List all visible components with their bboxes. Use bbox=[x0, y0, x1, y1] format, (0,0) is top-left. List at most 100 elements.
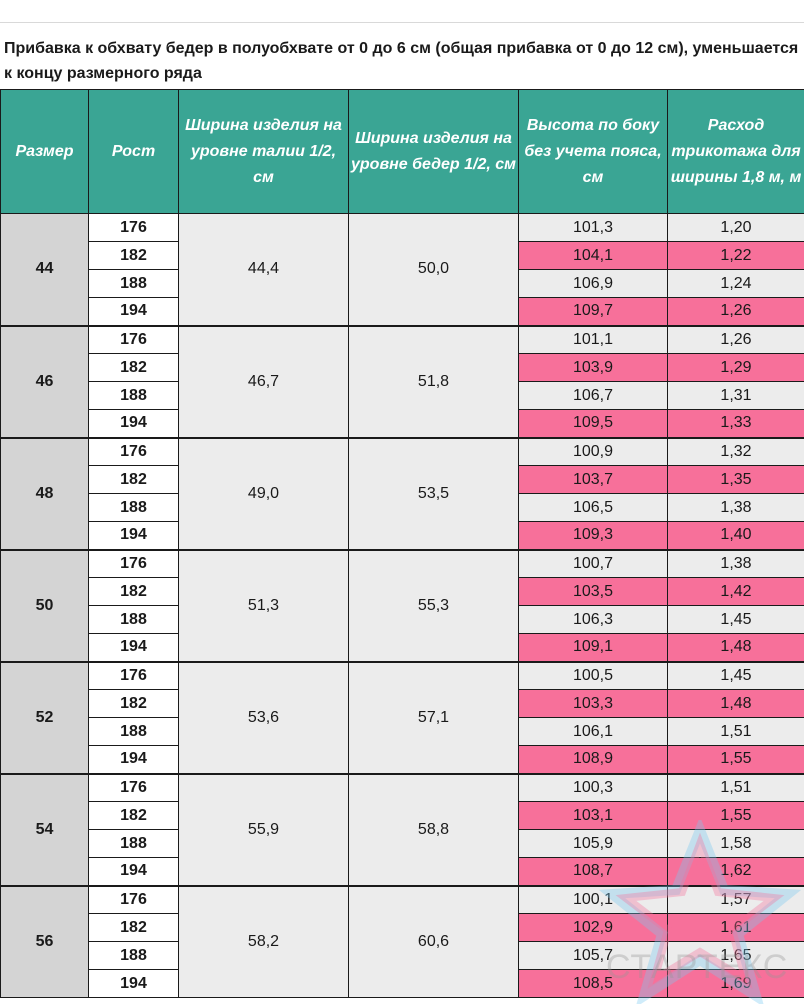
table-row: 50 176 51,3 55,3 100,7 1,38 bbox=[0, 548, 804, 662]
top-divider bbox=[0, 22, 804, 23]
height-cell: 188 bbox=[88, 829, 179, 858]
size-cell: 44 bbox=[0, 213, 89, 326]
fabric-consumption-cell: 1,48 bbox=[667, 633, 804, 662]
fabric-consumption-cell: 1,69 bbox=[667, 969, 804, 998]
side-length-cell: 100,9 bbox=[518, 436, 668, 466]
header-hip-width: Ширина изделия на уровне бедер 1/2, см bbox=[348, 89, 519, 214]
fabric-consumption-cell: 1,20 bbox=[667, 213, 804, 242]
fabric-consumption-cell: 1,51 bbox=[667, 717, 804, 746]
fabric-consumption-cell: 1,40 bbox=[667, 521, 804, 550]
side-length-cell: 100,1 bbox=[518, 884, 668, 914]
side-length-cell: 106,3 bbox=[518, 605, 668, 634]
side-length-cell: 100,3 bbox=[518, 772, 668, 802]
side-length-cell: 103,5 bbox=[518, 577, 668, 606]
size-cell: 54 bbox=[0, 772, 89, 886]
table-row: 188 106,7 1,31 bbox=[1, 381, 804, 410]
side-length-cell: 109,1 bbox=[518, 633, 668, 662]
height-cell: 176 bbox=[88, 660, 179, 690]
fabric-consumption-cell: 1,45 bbox=[667, 605, 804, 634]
height-cell: 188 bbox=[88, 941, 179, 970]
fabric-consumption-cell: 1,62 bbox=[667, 857, 804, 886]
fabric-consumption-cell: 1,22 bbox=[667, 241, 804, 270]
side-length-cell: 108,9 bbox=[518, 745, 668, 774]
height-cell: 188 bbox=[88, 717, 179, 746]
fabric-consumption-cell: 1,26 bbox=[667, 324, 804, 354]
side-length-cell: 106,5 bbox=[518, 493, 668, 522]
side-length-cell: 103,3 bbox=[518, 689, 668, 718]
side-length-cell: 109,5 bbox=[518, 409, 668, 438]
height-cell: 194 bbox=[88, 521, 179, 550]
height-cell: 194 bbox=[88, 297, 179, 326]
table-row: 194 109,7 1,26 bbox=[1, 297, 804, 326]
height-cell: 182 bbox=[88, 241, 179, 270]
waist-width-cell: 46,7 bbox=[178, 324, 349, 438]
header-size: Размер bbox=[0, 89, 89, 214]
table-row: 48 176 49,0 53,5 100,9 1,32 bbox=[0, 436, 804, 550]
hip-width-cell: 58,8 bbox=[348, 772, 519, 886]
table-row: 44 176 44,4 50,0 101,3 1,20 bbox=[0, 213, 804, 326]
fabric-consumption-cell: 1,32 bbox=[667, 436, 804, 466]
side-length-cell: 108,5 bbox=[518, 969, 668, 998]
table-row: 46 176 46,7 51,8 101,1 1,26 bbox=[0, 324, 804, 438]
hip-width-cell: 57,1 bbox=[348, 660, 519, 774]
table-row: 182 103,7 1,35 bbox=[1, 465, 804, 494]
height-cell: 176 bbox=[88, 884, 179, 914]
table-row: 182 103,1 1,55 bbox=[1, 801, 804, 830]
size-cell: 52 bbox=[0, 660, 89, 774]
fabric-consumption-cell: 1,29 bbox=[667, 353, 804, 382]
size-cell: 50 bbox=[0, 548, 89, 662]
height-cell: 182 bbox=[88, 577, 179, 606]
fabric-consumption-cell: 1,38 bbox=[667, 493, 804, 522]
size-chart-table: Размер Рост Ширина изделия на уровне тал… bbox=[0, 89, 804, 998]
side-length-cell: 103,1 bbox=[518, 801, 668, 830]
fabric-consumption-cell: 1,51 bbox=[667, 772, 804, 802]
waist-width-cell: 55,9 bbox=[178, 772, 349, 886]
side-length-cell: 106,7 bbox=[518, 381, 668, 410]
table-row: 188 106,1 1,51 bbox=[1, 717, 804, 746]
fabric-consumption-cell: 1,58 bbox=[667, 829, 804, 858]
hip-width-cell: 60,6 bbox=[348, 884, 519, 998]
table-row: 182 103,9 1,29 bbox=[1, 353, 804, 382]
fabric-consumption-cell: 1,24 bbox=[667, 269, 804, 298]
side-length-cell: 106,1 bbox=[518, 717, 668, 746]
height-cell: 182 bbox=[88, 913, 179, 942]
side-length-cell: 109,7 bbox=[518, 297, 668, 326]
waist-width-cell: 49,0 bbox=[178, 436, 349, 550]
table-row: 182 103,5 1,42 bbox=[1, 577, 804, 606]
side-length-cell: 105,9 bbox=[518, 829, 668, 858]
header-fabric-consumption: Расход трикотажа для ширины 1,8 м, м bbox=[667, 89, 804, 214]
side-length-cell: 108,7 bbox=[518, 857, 668, 886]
table-row: 182 104,1 1,22 bbox=[1, 241, 804, 270]
side-length-cell: 103,9 bbox=[518, 353, 668, 382]
height-cell: 176 bbox=[88, 772, 179, 802]
side-length-cell: 104,1 bbox=[518, 241, 668, 270]
table-row: 56 176 58,2 60,6 100,1 1,57 bbox=[0, 884, 804, 998]
table-row: 52 176 53,6 57,1 100,5 1,45 bbox=[0, 660, 804, 774]
fabric-consumption-cell: 1,55 bbox=[667, 745, 804, 774]
height-cell: 188 bbox=[88, 493, 179, 522]
height-cell: 182 bbox=[88, 353, 179, 382]
fabric-consumption-cell: 1,26 bbox=[667, 297, 804, 326]
height-cell: 194 bbox=[88, 633, 179, 662]
hip-width-cell: 51,8 bbox=[348, 324, 519, 438]
waist-width-cell: 53,6 bbox=[178, 660, 349, 774]
fabric-consumption-cell: 1,31 bbox=[667, 381, 804, 410]
side-length-cell: 109,3 bbox=[518, 521, 668, 550]
height-cell: 194 bbox=[88, 969, 179, 998]
fabric-consumption-cell: 1,35 bbox=[667, 465, 804, 494]
fabric-consumption-cell: 1,61 bbox=[667, 913, 804, 942]
fabric-consumption-cell: 1,42 bbox=[667, 577, 804, 606]
header-height: Рост bbox=[88, 89, 179, 214]
hip-width-cell: 55,3 bbox=[348, 548, 519, 662]
table-row: 194 109,3 1,40 bbox=[1, 521, 804, 550]
side-length-cell: 106,9 bbox=[518, 269, 668, 298]
header-waist-width: Ширина изделия на уровне талии 1/2, см bbox=[178, 89, 349, 214]
height-cell: 176 bbox=[88, 324, 179, 354]
height-cell: 182 bbox=[88, 465, 179, 494]
height-cell: 188 bbox=[88, 605, 179, 634]
size-cell: 48 bbox=[0, 436, 89, 550]
fabric-consumption-cell: 1,48 bbox=[667, 689, 804, 718]
height-cell: 188 bbox=[88, 381, 179, 410]
table-row: 188 106,5 1,38 bbox=[1, 493, 804, 522]
table-row: 188 106,3 1,45 bbox=[1, 605, 804, 634]
